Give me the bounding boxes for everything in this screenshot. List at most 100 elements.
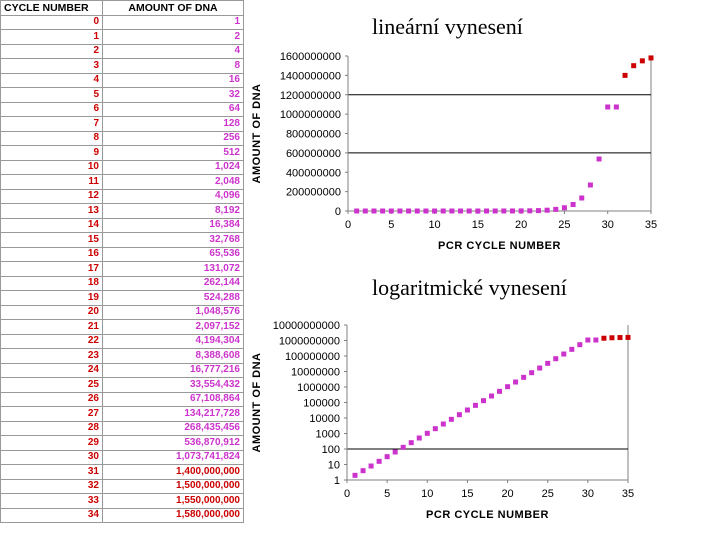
cycle-cell: 18: [0, 275, 103, 291]
data-point: [622, 72, 628, 78]
data-point: [501, 208, 507, 214]
data-point: [440, 208, 446, 214]
x-tick-label: 10: [421, 488, 433, 500]
table-row: 27 134,217,728: [0, 406, 244, 422]
data-point: [352, 472, 358, 478]
cycle-cell: 2: [0, 43, 103, 59]
data-point: [458, 208, 464, 214]
data-point: [577, 342, 583, 348]
y-tick-label: 100000: [303, 398, 340, 410]
x-tick-label: 30: [582, 488, 594, 500]
amount-cell: 268,435,456: [102, 420, 244, 436]
table-row: 11 2,048: [0, 174, 244, 190]
y-tick-label: 600000000: [286, 148, 341, 160]
table-row: 24 16,777,216: [0, 362, 244, 378]
y-tick-label: 100: [322, 444, 340, 456]
table-row: 12 4,096: [0, 188, 244, 204]
dna-table-container: CYCLE NUMBER AMOUNT OF DNA 0 1 1 2 2 4 3 8 4 16 5 3…: [0, 0, 244, 540]
y-tick-label: 1000000000: [279, 336, 340, 348]
y-tick-label: 1200000000: [280, 90, 341, 102]
y-tick-label: 400000000: [286, 167, 341, 179]
data-point: [585, 337, 591, 343]
data-point: [466, 208, 472, 214]
y-tick-label: 1000000000: [280, 109, 341, 121]
data-point: [625, 334, 631, 340]
data-point: [601, 335, 607, 341]
cycle-cell: 5: [0, 87, 103, 103]
cycle-cell: 19: [0, 290, 103, 306]
table-body: 0 1 1 2 2 4 3 8 4 16 5 32 6 64 7 128 8 256 9 512 10 1,024 11 2,…: [0, 14, 244, 523]
amount-cell: 131,072: [102, 261, 244, 277]
data-point: [414, 208, 420, 214]
amount-cell: 1,500,000,000: [102, 478, 244, 494]
cycle-cell: 22: [0, 333, 103, 349]
data-point: [480, 398, 486, 404]
data-point: [362, 208, 368, 214]
x-tick-label: 15: [461, 488, 473, 500]
table-row: 31 1,400,000,000: [0, 464, 244, 480]
amount-cell: 4,194,304: [102, 333, 244, 349]
dna-table: CYCLE NUMBER AMOUNT OF DNA 0 1 1 2 2 4 3 8 4 16 5 3…: [0, 0, 244, 523]
table-row: 5 32: [0, 87, 244, 103]
data-point: [423, 208, 429, 214]
y-tick-label: 1400000000: [280, 70, 341, 82]
header-amount-of-dna: AMOUNT OF DNA: [102, 0, 244, 16]
cycle-cell: 9: [0, 145, 103, 161]
x-tick-label: 25: [558, 219, 570, 231]
cycle-cell: 31: [0, 464, 103, 480]
data-point: [613, 104, 619, 110]
data-point: [448, 416, 454, 422]
table-row: 29 536,870,912: [0, 435, 244, 451]
data-point: [521, 374, 527, 380]
x-tick-label: 0: [345, 219, 351, 231]
data-point: [561, 205, 567, 211]
table-row: 15 32,768: [0, 232, 244, 248]
data-point: [464, 407, 470, 413]
cycle-cell: 33: [0, 493, 103, 509]
data-point: [397, 208, 403, 214]
log-chart: 1101001000100001000001000000100000001000…: [251, 320, 634, 521]
data-point: [484, 208, 490, 214]
amount-cell: 2,048: [102, 174, 244, 190]
table-row: 8 256: [0, 130, 244, 146]
amount-cell: 262,144: [102, 275, 244, 291]
header-cycle-number: CYCLE NUMBER: [0, 0, 103, 16]
y-tick-label: 1000000: [297, 382, 340, 394]
data-point: [609, 335, 615, 341]
table-row: 25 33,554,432: [0, 377, 244, 393]
table-row: 17 131,072: [0, 261, 244, 277]
table-row: 28 268,435,456: [0, 420, 244, 436]
amount-cell: 2,097,152: [102, 319, 244, 335]
x-tick-label: 30: [602, 219, 614, 231]
cycle-cell: 10: [0, 159, 103, 175]
data-point: [475, 208, 481, 214]
data-point: [376, 458, 382, 464]
data-point: [513, 379, 519, 385]
y-tick-label: 200000000: [286, 187, 341, 199]
cycle-cell: 12: [0, 188, 103, 204]
y-tick-label: 0: [335, 206, 341, 218]
y-tick-label: 1600000000: [280, 51, 341, 63]
amount-cell: 16,777,216: [102, 362, 244, 378]
x-tick-label: 5: [388, 219, 394, 231]
table-row: 22 4,194,304: [0, 333, 244, 349]
data-point: [400, 444, 406, 450]
cycle-cell: 16: [0, 246, 103, 262]
data-point: [492, 208, 498, 214]
data-point: [456, 412, 462, 418]
cycle-cell: 27: [0, 406, 103, 422]
amount-cell: 4,096: [102, 188, 244, 204]
linear-chart-title: lineární vynesení: [372, 14, 523, 39]
data-point: [489, 393, 495, 399]
data-point: [617, 335, 623, 341]
y-tick-label: 10: [328, 460, 340, 472]
table-row: 26 67,108,864: [0, 391, 244, 407]
table-row: 21 2,097,152: [0, 319, 244, 335]
amount-cell: 32: [102, 87, 244, 103]
table-row: 14 16,384: [0, 217, 244, 233]
x-tick-label: 20: [501, 488, 513, 500]
data-point: [544, 207, 550, 213]
cycle-cell: 21: [0, 319, 103, 335]
